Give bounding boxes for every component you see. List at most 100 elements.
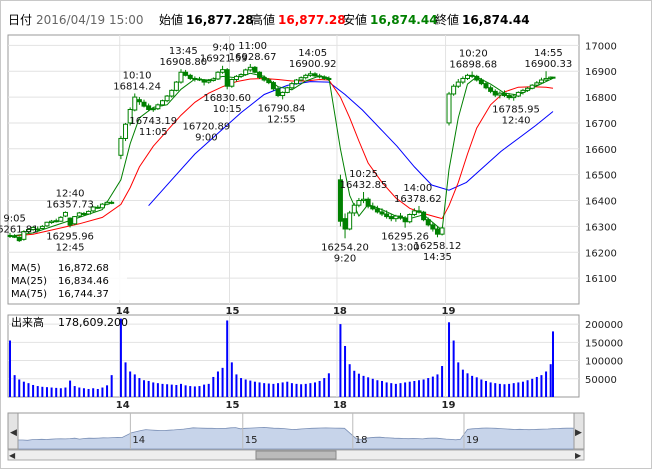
candle-body <box>76 212 82 217</box>
candle-body <box>243 69 249 76</box>
candle-body <box>465 74 471 79</box>
volume-bar <box>18 379 21 397</box>
price-x-axis: 14 15 18 19 <box>116 306 456 317</box>
high-label: 高値 <box>251 12 275 27</box>
navigator-price-area <box>17 426 575 450</box>
price-annotation: 16295.26 <box>381 232 429 243</box>
candle-body <box>238 74 244 77</box>
scroll-left-icon[interactable]: ◀ <box>9 451 16 460</box>
close-value: 16,874.44 <box>462 13 530 27</box>
volume-title: 出来高 <box>11 315 44 329</box>
candle-body <box>538 79 544 84</box>
ma5-legend-value: 16,872.68 <box>58 263 109 274</box>
price-annotation: 9:00 <box>195 133 217 144</box>
volume-bar <box>475 377 478 397</box>
volume-bar <box>36 386 39 397</box>
price-annotation: 16898.68 <box>449 60 497 71</box>
price-annotation: 13:00 <box>391 243 420 254</box>
volume-bar <box>480 379 483 397</box>
candle-body <box>127 108 133 124</box>
volume-bar <box>441 366 444 397</box>
volume-bar <box>552 331 554 397</box>
candle-body <box>229 78 235 87</box>
scroll-right-icon[interactable]: ▶ <box>575 451 582 460</box>
volume-bar <box>73 386 76 397</box>
candles-series <box>7 63 556 242</box>
candle-body <box>39 225 45 229</box>
volume-bar <box>64 387 67 397</box>
candle-body <box>280 91 286 97</box>
candle-body <box>501 92 507 97</box>
volume-bar <box>198 386 201 397</box>
candle-body <box>44 221 50 227</box>
price-annotation: 16357.73 <box>46 199 94 210</box>
volume-bar <box>540 375 543 397</box>
volume-bar <box>55 387 58 397</box>
volume-bar <box>41 386 44 397</box>
volume-bar <box>272 383 275 397</box>
volume-bar <box>27 383 30 397</box>
candle-body <box>307 73 313 76</box>
price-annotation: 9:05 <box>3 213 25 224</box>
price-annotation: 16295.96 <box>46 231 94 242</box>
navigator-left-arrow-icon[interactable]: ◀ <box>10 428 17 438</box>
price-y-tick-label: 16900 <box>585 67 617 78</box>
price-annotation: 16378.62 <box>394 194 442 205</box>
price-annotation: 16830.60 <box>203 93 251 104</box>
price-y-tick-label: 16100 <box>585 274 617 285</box>
price-y-tick-label: 16800 <box>585 93 617 104</box>
candle-body <box>270 82 276 90</box>
candle-body <box>233 75 239 80</box>
volume-bar <box>371 378 374 397</box>
volume-bar <box>549 364 552 397</box>
volume-bar <box>203 384 206 397</box>
volume-bar <box>427 378 430 397</box>
volume-bar <box>221 367 224 397</box>
volume-bar <box>503 384 506 397</box>
navigator-left-handle[interactable] <box>7 412 19 450</box>
ma5-legend-name: MA(5) <box>11 263 41 274</box>
navigator-area <box>17 426 575 450</box>
price-y-axis: 16100 16200 16300 16400 16500 16600 16700 16800… <box>585 41 617 285</box>
price-annotation: 16790.84 <box>258 103 306 114</box>
volume-x-axis: 14 15 18 19 <box>116 400 456 411</box>
volume-bar <box>357 373 360 397</box>
price-annotation: 14:55 <box>534 48 563 59</box>
candle-body <box>123 123 129 139</box>
price-y-tick-label: 16200 <box>585 248 617 259</box>
candle-body <box>550 76 556 79</box>
price-annotation: 16908.80 <box>159 57 207 68</box>
volume-y-tick-label: 100000 <box>585 357 623 368</box>
volume-bar <box>521 381 524 397</box>
volume-bar <box>323 378 326 397</box>
volume-grid <box>8 315 579 397</box>
price-annotation: 16743.19 <box>129 116 177 127</box>
price-annotation: 11:05 <box>139 127 168 138</box>
navigator-right-arrow-icon[interactable]: ▶ <box>575 428 582 438</box>
volume-x-tick-label: 15 <box>226 400 240 411</box>
volume-bar <box>422 379 425 397</box>
volume-bar <box>138 378 141 397</box>
volume-bar <box>96 388 99 397</box>
candle-body <box>49 220 55 224</box>
volume-bar <box>452 340 455 397</box>
navigator-right-handle[interactable] <box>573 412 585 450</box>
candle-body <box>206 80 212 83</box>
candle-body <box>515 91 521 97</box>
scrollbar-thumb[interactable] <box>255 450 337 460</box>
candle-body <box>434 228 440 235</box>
candle-body <box>173 81 179 91</box>
candle-body <box>86 210 92 215</box>
price-grid <box>8 35 579 304</box>
volume-bar <box>436 374 439 397</box>
volume-bar <box>45 387 48 397</box>
volume-bar <box>110 375 113 397</box>
volume-bar <box>263 383 266 397</box>
volume-bar <box>390 383 393 397</box>
candle-body <box>397 215 403 219</box>
candle-body <box>118 137 124 156</box>
price-annotation: 16900.33 <box>525 59 573 70</box>
candle-body <box>201 79 207 83</box>
volume-bar <box>143 380 146 397</box>
